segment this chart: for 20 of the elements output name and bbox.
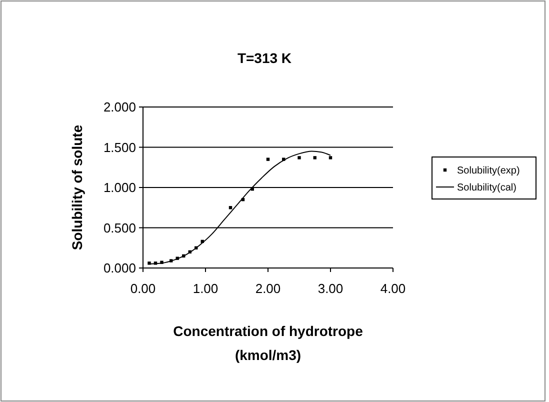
y-tick-label: 0.000 [103, 260, 136, 276]
chart-title: T=313 K [237, 50, 292, 66]
y-axis-title: Solubility of solute [69, 124, 85, 250]
y-tick-label: 1.000 [103, 180, 136, 195]
x-tick-label: 1.00 [192, 281, 218, 296]
x-tick-label: 4.00 [380, 281, 406, 296]
x-tick-label: 3.00 [318, 281, 344, 296]
x-axis-title: Concentration of hydrotrope (kmol/m3) [173, 323, 364, 363]
point [298, 156, 301, 160]
x-tick-label: 2.00 [255, 281, 281, 296]
y-tick-label: 1.500 [103, 140, 136, 155]
point [313, 156, 316, 160]
legend-label: Solubility(exp) [457, 166, 520, 176]
point [266, 158, 270, 161]
point [148, 262, 151, 265]
y-tick-label: 0.500 [103, 220, 136, 236]
legend-label: Solubility(cal) [457, 182, 516, 194]
point [328, 156, 332, 160]
y-tick-label: 2.000 [103, 100, 136, 114]
x-tick-label: 0.00 [130, 281, 156, 296]
